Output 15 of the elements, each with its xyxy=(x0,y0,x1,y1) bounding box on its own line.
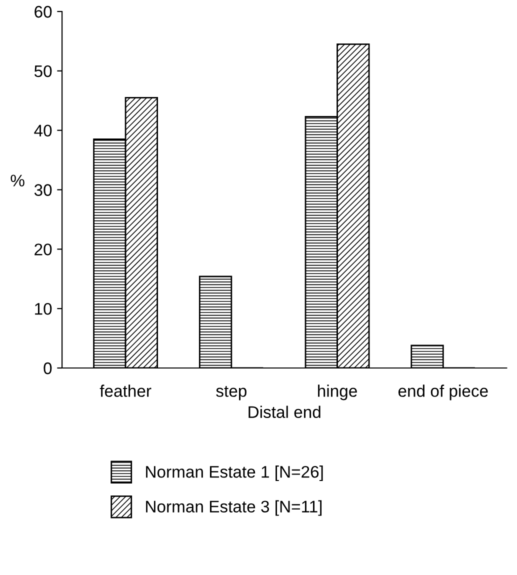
y-tick-label: 40 xyxy=(34,124,52,137)
y-axis-title: % xyxy=(10,174,24,186)
x-tick-label: step xyxy=(216,386,246,400)
y-tick-label: 0 xyxy=(44,362,52,374)
y-tick-label: 10 xyxy=(35,302,52,315)
y-tick-label: 30 xyxy=(34,184,52,196)
legend-label: Norman Estate 1 [N=26] xyxy=(146,466,323,482)
x-tick-label: feather xyxy=(100,384,152,397)
y-tick-label: 50 xyxy=(34,65,52,78)
y-tick-label: 60 xyxy=(34,6,52,18)
x-tick-label: hinge xyxy=(318,384,357,400)
y-tick-label: 20 xyxy=(34,244,52,256)
x-axis-title: Distal end xyxy=(248,406,320,418)
x-tick-label: end of piece xyxy=(398,384,488,400)
legend-label: Norman Estate 3 [N=11] xyxy=(146,500,322,516)
